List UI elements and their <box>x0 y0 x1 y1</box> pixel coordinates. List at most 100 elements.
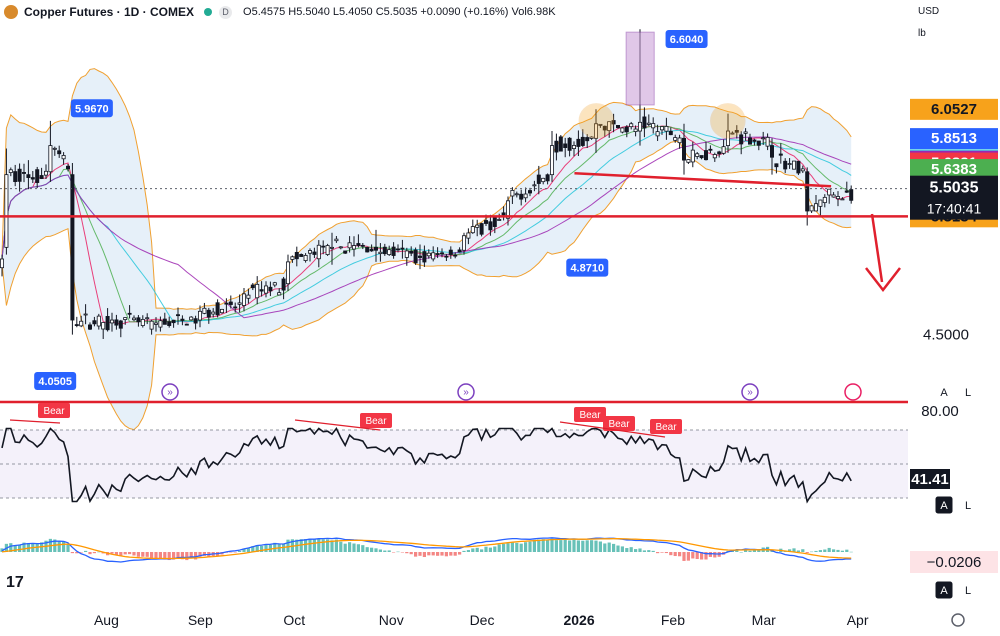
log-scale-button[interactable] <box>959 581 977 599</box>
macd-histogram-bar <box>378 549 382 552</box>
bear-label-text: Bear <box>608 419 630 430</box>
candle <box>431 246 436 262</box>
macd-histogram-bar <box>616 545 620 552</box>
shoulder-circle-2 <box>710 103 746 139</box>
annotation-box[interactable] <box>70 99 113 118</box>
candle <box>708 145 713 154</box>
candle <box>70 163 75 335</box>
macd-histogram-bar <box>620 546 624 552</box>
bear-label-text: Bear <box>43 406 65 417</box>
log-scale-button[interactable] <box>959 496 977 514</box>
candle <box>545 173 550 185</box>
macd-histogram-bar <box>845 549 849 552</box>
macd-histogram-bar <box>585 540 589 552</box>
currency-unit[interactable]: USD <box>918 6 940 17</box>
event-marker-icon[interactable] <box>741 383 759 401</box>
event-marker-icon[interactable] <box>844 383 862 401</box>
candle <box>404 247 409 266</box>
macd-histogram-bar <box>158 552 162 559</box>
annotation-box[interactable] <box>34 372 77 390</box>
macd-histogram-bar <box>686 552 690 561</box>
event-marker-icon[interactable] <box>161 383 179 401</box>
candle <box>730 131 735 135</box>
market-status-icon <box>204 8 213 16</box>
macd-histogram-bar <box>136 552 140 557</box>
rsi-divergence-line <box>559 421 666 438</box>
auto-scale-button[interactable] <box>935 496 953 514</box>
candle <box>360 242 365 250</box>
settings-gear-icon[interactable] <box>951 613 965 627</box>
macd-histogram-bar <box>238 550 242 552</box>
candle <box>589 136 594 140</box>
annotation-box[interactable] <box>566 258 609 277</box>
macd-histogram-bar <box>330 540 334 552</box>
annotation-box[interactable] <box>665 30 708 48</box>
candle <box>237 294 242 313</box>
rsi-value-label: 41.41 <box>911 471 949 488</box>
log-scale-button[interactable] <box>959 383 977 401</box>
macd-histogram-bar <box>334 539 338 552</box>
candle <box>74 316 79 328</box>
macd-histogram-bar <box>576 540 580 552</box>
candle <box>312 247 317 259</box>
macd-histogram-bar <box>312 539 316 552</box>
moving-average-3 <box>1 129 852 323</box>
candle <box>387 245 392 256</box>
candle <box>523 187 528 203</box>
macd-histogram-bar <box>493 546 497 552</box>
x-tick-label: 2026 <box>563 612 594 628</box>
candle <box>44 164 49 179</box>
rsi-value-badge <box>910 469 950 489</box>
macd-histogram-bar <box>603 543 607 552</box>
macd-histogram-bar <box>365 547 369 552</box>
y-tick-label: 4.5000 <box>923 327 969 344</box>
macd-histogram-bar <box>251 546 255 552</box>
candle <box>30 170 35 184</box>
candle <box>127 305 132 319</box>
candle <box>351 236 356 257</box>
macd-histogram-bar <box>88 552 92 555</box>
macd-histogram-bar <box>194 552 198 560</box>
candle <box>263 281 268 298</box>
candle <box>510 187 515 204</box>
macd-histogram-bar <box>458 552 462 555</box>
neckline[interactable] <box>574 171 832 188</box>
bear-label-text: Bear <box>655 422 677 433</box>
macd-histogram-bar <box>497 544 501 552</box>
macd-histogram-bar <box>607 542 611 552</box>
auto-scale-button[interactable] <box>935 383 953 401</box>
macd-histogram-bar <box>471 548 475 552</box>
candle <box>673 134 678 143</box>
macd-histogram-bar <box>691 552 695 559</box>
candle <box>439 248 444 258</box>
macd-histogram-bar <box>449 552 453 556</box>
macd-histogram-bar <box>422 552 426 558</box>
x-tick-label: Sep <box>188 612 213 628</box>
candle <box>461 232 466 255</box>
auto-scale-button[interactable] <box>935 581 953 599</box>
macd-histogram-bar <box>559 540 563 552</box>
macd-histogram-bar <box>524 542 528 552</box>
macd-histogram-bar <box>66 544 70 552</box>
event-marker-icon[interactable] <box>457 383 475 401</box>
candle <box>765 133 770 151</box>
candle <box>677 134 682 149</box>
candle <box>748 133 753 145</box>
candle <box>642 107 647 138</box>
candle <box>101 322 106 339</box>
macd-histogram-bar <box>642 550 646 552</box>
macd-histogram-bar <box>176 552 180 559</box>
weight-unit[interactable]: lb <box>918 28 926 39</box>
macd-histogram-bar <box>673 552 677 557</box>
candle <box>391 242 396 259</box>
macd-histogram-bar <box>57 540 61 552</box>
macd-histogram-bar <box>444 552 448 557</box>
bar-countdown: 17:40:41 <box>927 201 982 217</box>
candle <box>756 140 761 151</box>
bear-divergence-label <box>38 403 70 418</box>
candle <box>338 246 343 250</box>
candle <box>193 315 198 330</box>
candle <box>136 315 141 327</box>
candle <box>409 246 414 257</box>
